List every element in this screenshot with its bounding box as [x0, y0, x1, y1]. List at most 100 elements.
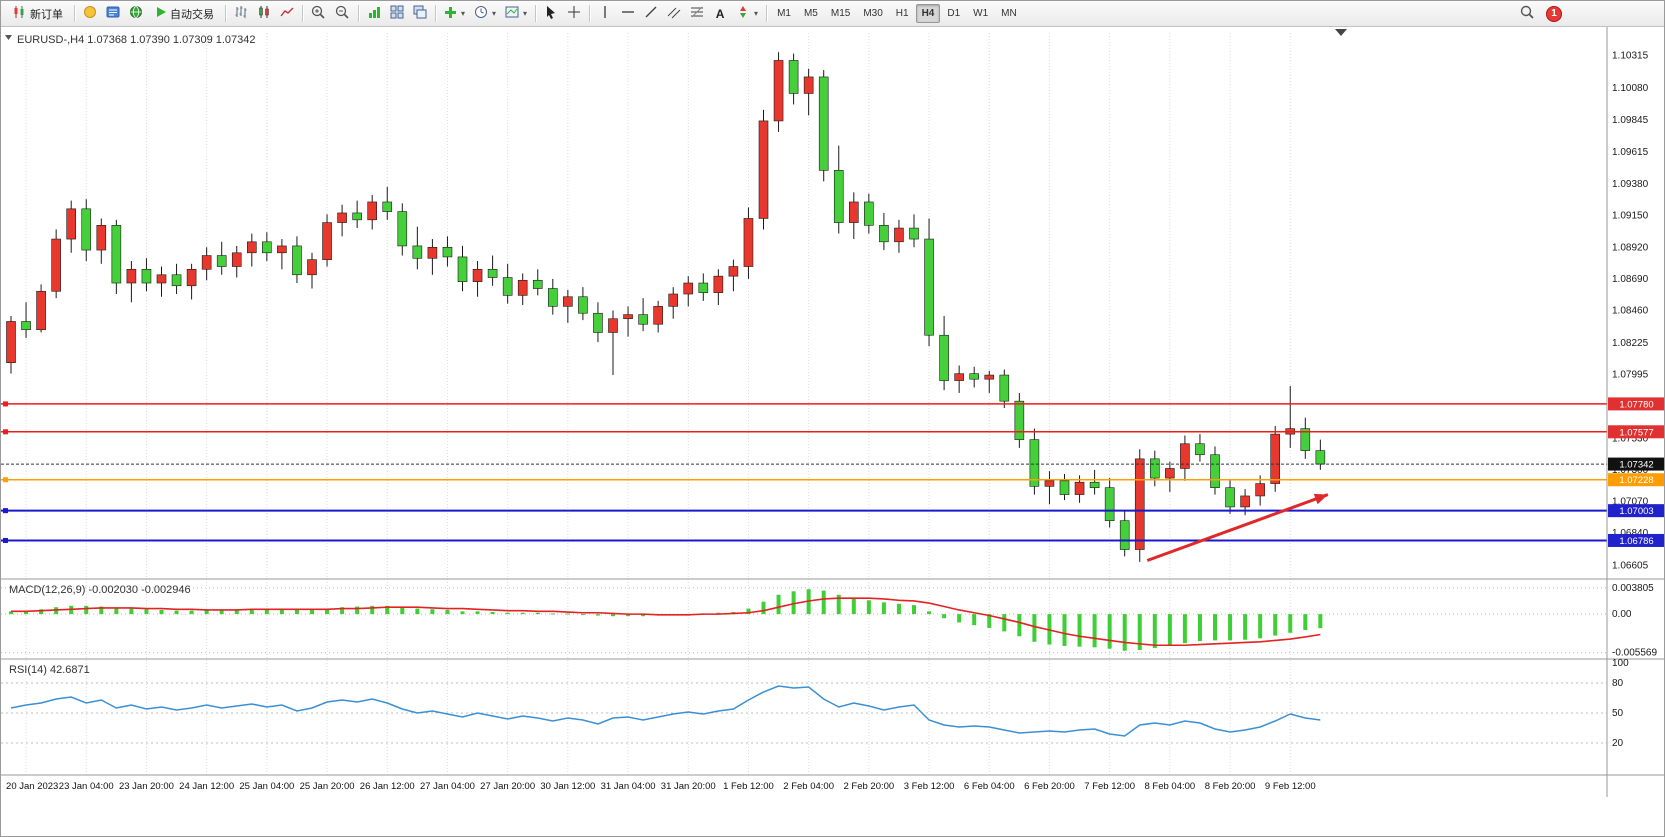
tile-windows-button[interactable] [386, 3, 408, 24]
line-handle[interactable] [3, 429, 8, 435]
candle [924, 218, 934, 347]
candle [683, 276, 694, 307]
fibonacci-icon [690, 5, 704, 22]
candle [247, 233, 257, 267]
periods-button[interactable]: ▾ [470, 3, 500, 24]
plus-icon [444, 6, 457, 22]
horizontal-line-icon [621, 6, 635, 21]
candle [879, 212, 889, 251]
toolbar-separator [435, 5, 436, 22]
candlestick-icon [257, 5, 271, 22]
candle [909, 214, 919, 248]
chart-shift-marker[interactable] [1335, 29, 1347, 36]
timeframe-w1-button[interactable]: W1 [973, 8, 989, 19]
chart-legend: EURUSD-,H4 1.07368 1.07390 1.07309 1.073… [17, 34, 256, 46]
timeframe-m30-button[interactable]: M30 [863, 8, 883, 19]
zoom-out-icon [335, 5, 350, 23]
timeframe-mn-button[interactable]: MN [1001, 8, 1017, 19]
trendline-tool-button[interactable] [640, 3, 662, 24]
time-axis-label: 23 Jan 20:00 [119, 781, 174, 792]
add-indicator-button[interactable]: ▾ [440, 3, 469, 24]
candle [984, 370, 995, 393]
timeframe-d1-button[interactable]: D1 [947, 8, 961, 19]
zoom-in-button[interactable] [307, 3, 330, 24]
indicator-list-button[interactable] [363, 3, 385, 24]
candle [1119, 511, 1130, 557]
bar-chart-button[interactable] [230, 3, 252, 24]
candle [969, 366, 980, 388]
candle [156, 266, 167, 297]
candle [728, 259, 739, 292]
macd-tick-label: 0.003805 [1612, 583, 1654, 594]
candle [111, 219, 122, 295]
trend-arrow-head[interactable] [1313, 493, 1328, 505]
community-button[interactable] [125, 3, 147, 24]
crosshair-tool-button[interactable] [563, 3, 585, 24]
search-button[interactable] [1516, 3, 1539, 24]
candle [698, 273, 709, 301]
zoom-out-button[interactable] [331, 3, 354, 24]
cursor-icon [544, 5, 558, 22]
arrows-tool-button[interactable]: ▾ [732, 3, 762, 24]
collapse-triangle-icon[interactable] [5, 35, 12, 40]
price-badge: 1.07342 [1608, 457, 1664, 471]
rsi-tick-label: 80 [1612, 678, 1624, 689]
auto-trading-button[interactable]: 自动交易 [148, 3, 221, 24]
new-order-button[interactable]: 新订单 [5, 3, 70, 24]
timeframe-m1-button[interactable]: M1 [777, 8, 791, 19]
line-chart-button[interactable] [276, 3, 298, 24]
candle [412, 226, 423, 270]
candle [201, 247, 212, 281]
timeframe-m5-button[interactable]: M5 [803, 8, 818, 19]
candle [66, 200, 76, 253]
cascade-windows-button[interactable] [409, 3, 431, 24]
line-handle[interactable] [3, 477, 8, 483]
line-handle[interactable] [3, 508, 8, 514]
trendline-icon [644, 5, 658, 22]
ohlc-bars-icon [234, 5, 248, 22]
trend-arrow[interactable] [1146, 493, 1329, 562]
fibonacci-tool-button[interactable] [686, 3, 708, 24]
toolbar-separator [589, 5, 591, 22]
price-tick-label: 1.07530 [1612, 433, 1649, 444]
price-badge: 1.07780 [1608, 397, 1664, 411]
time-axis-label: 9 Feb 12:00 [1265, 781, 1316, 792]
price-tick-label: 1.10080 [1612, 83, 1649, 94]
line-handle[interactable] [3, 537, 8, 543]
time-axis-label: 1 Feb 12:00 [723, 781, 774, 792]
timeframe-h4-button[interactable]: H4 [915, 4, 941, 23]
new-order-label: 新订单 [30, 8, 63, 21]
quotes-button[interactable] [102, 3, 124, 24]
candle [803, 68, 814, 116]
cursor-tool-button[interactable] [540, 3, 562, 24]
candle [818, 70, 829, 182]
play-icon [155, 6, 167, 21]
candlestick-chart-button[interactable] [253, 3, 275, 24]
rsi-tick-label: 20 [1612, 738, 1624, 749]
timeframe-h1-button[interactable]: H1 [895, 8, 909, 19]
timeframe-m15-button[interactable]: M15 [830, 8, 851, 19]
toolbar-separator [535, 5, 537, 22]
line-chart-icon [280, 5, 294, 22]
svg-text:1.06786: 1.06786 [1619, 536, 1653, 547]
time-axis[interactable]: 20 Jan 2023 23 Jan 04:00 23 Jan 20:00 24 Ja… [6, 781, 1316, 792]
time-axis-label: 30 Jan 12:00 [540, 781, 595, 792]
chart-canvas[interactable]: 1.10315 1.10080 1.09845 1.09615 1.09380 1.091… [1, 27, 1665, 837]
candle [337, 204, 347, 237]
time-axis-label: 7 Feb 12:00 [1084, 781, 1135, 792]
toolbar-separator [74, 5, 75, 22]
candle [81, 199, 92, 262]
market-watch-button[interactable] [79, 3, 101, 24]
chart-area[interactable]: 1.10315 1.10080 1.09845 1.09615 1.09380 1.091… [1, 27, 1665, 837]
candle [502, 263, 513, 304]
notification-badge[interactable]: 1 [1546, 5, 1562, 22]
line-handle[interactable] [3, 401, 8, 407]
price-badge: 1.07577 [1608, 425, 1664, 439]
candle [442, 236, 453, 267]
channel-tool-button[interactable] [663, 3, 685, 24]
vertical-line-tool-button[interactable] [594, 3, 616, 24]
price-tick-label: 1.08225 [1612, 338, 1649, 349]
horizontal-line-tool-button[interactable] [617, 3, 639, 24]
text-tool-button[interactable]: A [709, 3, 731, 24]
templates-button[interactable]: ▾ [501, 3, 531, 24]
